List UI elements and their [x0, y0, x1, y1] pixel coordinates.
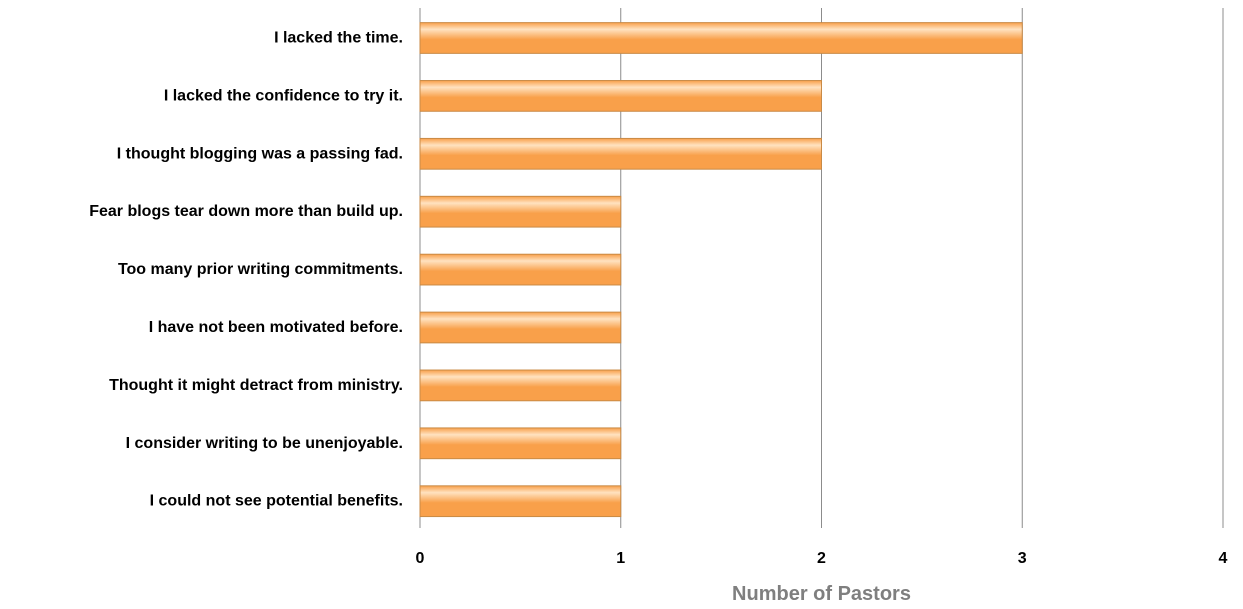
x-tick-labels: 0 1 2 3 4: [416, 550, 1228, 567]
bar: [419, 80, 822, 112]
category-label: Too many prior writing commitments.: [118, 261, 403, 278]
x-axis-title: Number of Pastors: [732, 583, 911, 605]
category-label: Fear blogs tear down more than build up.: [89, 203, 403, 220]
x-tick-label: 1: [616, 550, 625, 567]
bar: [419, 253, 622, 286]
bars: [419, 22, 1023, 518]
bar: [419, 22, 1023, 54]
bar: [419, 427, 622, 460]
bar: [419, 369, 622, 402]
category-label: I have not been motivated before.: [149, 319, 403, 336]
x-tick-label: 3: [1018, 550, 1027, 567]
bar: [419, 311, 622, 344]
category-label: I lacked the time.: [274, 30, 403, 47]
category-label: I consider writing to be unenjoyable.: [126, 435, 403, 452]
bar: [419, 485, 622, 518]
bar: [419, 195, 622, 228]
category-label: I thought blogging was a passing fad.: [117, 145, 403, 162]
bar: [419, 137, 822, 170]
category-label: Thought it might detract from ministry.: [109, 377, 403, 394]
category-label: I could not see potential benefits.: [150, 493, 403, 510]
x-tick-label: 4: [1219, 550, 1228, 567]
category-labels: I lacked the time. I lacked the confidenc…: [89, 30, 403, 510]
x-tick-label: 2: [817, 550, 826, 567]
x-tick-label: 0: [416, 550, 425, 567]
category-label: I lacked the confidence to try it.: [164, 87, 403, 104]
